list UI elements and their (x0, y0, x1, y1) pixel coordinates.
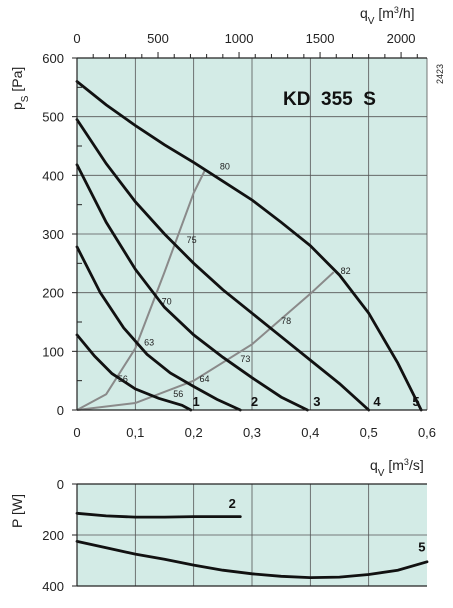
power-curve-5 (75, 540, 429, 580)
system-curve (76, 169, 207, 411)
power-curve-2 (75, 511, 242, 519)
efficiency-labels: 80 75 70 63 56 82 78 73 64 56 (118, 161, 351, 399)
y-tick-label: 300 (42, 227, 64, 242)
y-tick-label: 600 (42, 51, 64, 66)
x-top-tick-label: 0 (73, 31, 80, 46)
x-tick-label: 0,3 (243, 425, 261, 440)
y-tick-label: 400 (42, 168, 64, 183)
top-grid (77, 57, 428, 410)
bottom-y-tick-label: 400 (42, 579, 64, 594)
efficiency-label: 64 (200, 374, 210, 384)
pressure-curve-2 (75, 245, 242, 412)
top-minor-ticks (77, 52, 418, 382)
pressure-curve-5 (75, 80, 423, 412)
pressure-curves (75, 80, 423, 412)
y-tick-label: 100 (42, 344, 64, 359)
efficiency-label: 80 (220, 161, 230, 171)
bottom-grid (77, 484, 427, 586)
x-top-axis-label: qV [m3/h] (360, 5, 415, 27)
chart-code: 2423 (435, 64, 445, 84)
pressure-curve-3 (75, 163, 309, 412)
svg-text:qV [m3/h]: qV [m3/h] (360, 5, 415, 27)
y-tick-label: 200 (42, 286, 64, 301)
pressure-curve-4 (75, 118, 371, 412)
efficiency-label: 56 (173, 389, 183, 399)
efficiency-label: 73 (240, 354, 250, 364)
bottom-y-tick-labels: 0 200 400 (42, 477, 77, 594)
svg-text:pS [Pa]: pS [Pa] (9, 67, 31, 110)
efficiency-label: 56 (118, 374, 128, 384)
pressure-curve-1 (75, 333, 193, 412)
top-plot: 80 75 70 63 56 82 78 73 64 56 1 2 3 4 5 0 0,1 0,2 0,3 0,4… (9, 5, 445, 479)
y-tick-label: 0 (57, 403, 64, 418)
system-curves (76, 169, 335, 411)
bottom-y-tick-label: 200 (42, 528, 64, 543)
bottom-y-axis-label: P [W] (9, 494, 25, 528)
x-top-tick-label: 2000 (387, 31, 416, 46)
svg-text:qV [m3/s]: qV [m3/s] (370, 457, 424, 479)
x-tick-label: 0,2 (185, 425, 203, 440)
series-label: 3 (313, 394, 320, 409)
y-tick-labels: 0 100 200 300 400 500 600 (42, 51, 77, 418)
x-tick-label: 0,5 (360, 425, 378, 440)
x-top-tick-label: 1000 (225, 31, 254, 46)
x-bottom-axis-label: qV [m3/s] (370, 457, 424, 479)
x-tick-label: 0,1 (126, 425, 144, 440)
system-curve (76, 271, 335, 411)
chart-title: KD 355 S (283, 89, 376, 110)
series-label: 4 (373, 394, 381, 409)
series-label: 5 (412, 394, 419, 409)
x-top-tick-label: 1500 (306, 31, 335, 46)
x-tick-label: 0 (73, 425, 80, 440)
power-series-labels: 25 (229, 496, 426, 554)
x-top-tick-labels: 0 500 1000 1500 2000 (73, 31, 415, 46)
svg-text:P [W]: P [W] (9, 494, 25, 528)
bottom-y-tick-label: 0 (57, 477, 64, 492)
power-series-label: 2 (229, 496, 236, 511)
power-series-label: 5 (418, 540, 425, 555)
efficiency-label: 75 (187, 235, 197, 245)
y-tick-label: 500 (42, 110, 64, 125)
efficiency-label: 82 (341, 266, 351, 276)
efficiency-label: 70 (162, 296, 172, 306)
power-curves (75, 511, 429, 580)
series-label: 2 (251, 394, 258, 409)
efficiency-label: 78 (281, 316, 291, 326)
efficiency-label: 63 (144, 337, 154, 347)
y-axis-label: pS [Pa] (9, 67, 31, 110)
series-number-labels: 1 2 3 4 5 (193, 394, 420, 409)
x-tick-label: 0,4 (301, 425, 319, 440)
x-tick-label: 0,6 (418, 425, 436, 440)
x-tick-labels: 0 0,1 0,2 0,3 0,4 0,5 0,6 (73, 425, 436, 440)
x-top-tick-label: 500 (147, 31, 169, 46)
series-label: 1 (193, 394, 200, 409)
